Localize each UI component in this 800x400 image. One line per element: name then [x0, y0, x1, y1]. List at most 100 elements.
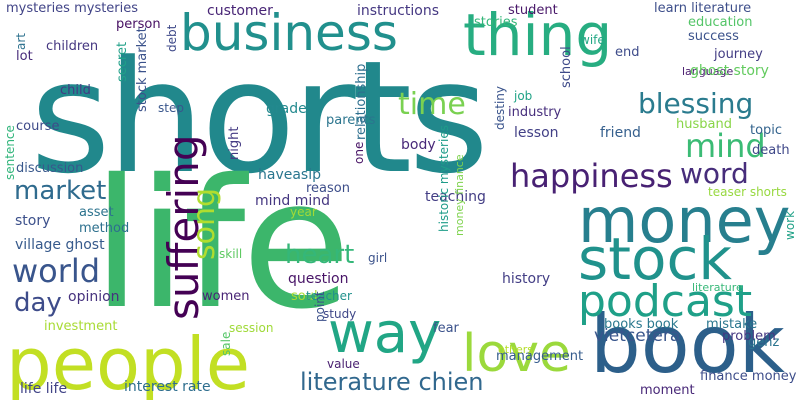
word-job: job: [514, 89, 533, 103]
word-grade: grade: [266, 101, 307, 117]
word-study: study: [323, 307, 357, 321]
word-fear: fear: [433, 321, 459, 336]
word-ghost-story: ghost story: [690, 63, 769, 79]
word-story: story: [15, 213, 51, 229]
word-teacher: teacher: [306, 289, 352, 303]
word-song: song: [187, 187, 222, 260]
word-skill: skill: [219, 247, 243, 261]
word-wife: wife: [580, 33, 605, 47]
word-person: person: [116, 17, 161, 32]
word-sentence: sentence: [3, 125, 17, 180]
word-day: day: [14, 288, 62, 318]
word-learn-literature: learn literature: [654, 1, 752, 16]
word-life: life: [92, 141, 351, 348]
word-reason: reason: [306, 181, 350, 196]
word-moment: moment: [640, 383, 695, 398]
word-way: way: [328, 301, 442, 366]
word-teaching: teaching: [425, 189, 486, 205]
word-women: women: [202, 289, 250, 304]
word-others: others: [498, 343, 534, 356]
word-girl: girl: [368, 251, 388, 265]
word-step: step: [158, 101, 184, 115]
word-lot: lot: [16, 49, 33, 64]
word-thing: thing: [463, 1, 613, 69]
word-journey: journey: [714, 47, 763, 62]
word-end: end: [615, 45, 640, 60]
word-market: market: [14, 176, 107, 206]
word-mind: mind: [685, 127, 766, 165]
word-value: value: [327, 357, 360, 371]
word-method: method: [79, 221, 130, 236]
word-topic: topic: [750, 123, 783, 138]
word-history: history: [502, 271, 551, 287]
word-success: success: [688, 29, 739, 44]
word-soul: soul: [291, 289, 318, 304]
word-mysteries-mysteries: mysteries mysteries: [6, 1, 139, 16]
word-happiness: happiness: [510, 157, 673, 195]
word-world: world: [12, 252, 101, 290]
word-blessing: blessing: [638, 87, 754, 120]
word-lesson: lesson: [514, 125, 559, 141]
word-customer: customer: [207, 3, 273, 19]
word-stories: stories: [474, 15, 518, 30]
word-children: children: [46, 39, 99, 54]
word-question: question: [288, 271, 349, 287]
word-vietcetera: vietcetera: [594, 326, 681, 346]
word-discussion: discussion: [16, 161, 84, 176]
word-books-book: books book: [604, 317, 679, 332]
word-friend: friend: [600, 125, 641, 141]
word-child: child: [60, 83, 91, 98]
word-night: night: [227, 126, 242, 160]
word-parents: parents: [326, 113, 376, 128]
word-instructions: instructions: [357, 3, 439, 19]
word-education: education: [688, 15, 753, 30]
word-village-ghost: village ghost: [15, 237, 105, 253]
word-relationship: relationship: [354, 63, 369, 140]
word-art: art: [14, 33, 28, 50]
word-literature-chien: literature chien: [300, 368, 484, 396]
word-teaser-shorts: teaser shorts: [708, 185, 787, 199]
word-destiny: destiny: [493, 86, 507, 130]
word-money: money: [578, 184, 791, 257]
word-business: business: [180, 4, 398, 62]
word-money-finance: money finance: [453, 154, 466, 236]
word-debt: debt: [165, 24, 179, 52]
word-heart: heart: [285, 240, 355, 270]
word-interest-rate: interest rate: [124, 379, 211, 395]
word-life-life: life life: [20, 381, 68, 397]
word-year: year: [290, 205, 317, 219]
word-word: word: [680, 157, 749, 190]
word-language: language: [682, 65, 734, 78]
word-time: time: [398, 87, 466, 122]
word-school: school: [559, 46, 574, 88]
word-sale: sale: [219, 331, 233, 356]
word-literature: literature: [692, 281, 743, 294]
word-genz: genz: [748, 335, 780, 350]
word-course: course: [16, 119, 60, 134]
word-management: management: [496, 349, 584, 364]
word-session: session: [229, 321, 274, 335]
word-secret: secret: [115, 41, 130, 82]
word-mistake: mistake: [706, 317, 758, 332]
word-problem: problem: [722, 329, 776, 344]
word-finance-money: finance money: [700, 369, 797, 384]
word-death: death: [752, 143, 790, 158]
word-stock: stock: [578, 225, 732, 293]
word-mind-mind: mind mind: [255, 193, 331, 209]
word-point: point: [313, 291, 327, 322]
word-book: book: [590, 298, 785, 391]
word-opinion: opinion: [68, 289, 120, 305]
word-one: one: [352, 141, 366, 164]
word-historic-mysteries: historic mysteries: [437, 125, 451, 232]
word-shorts: shorts: [30, 27, 489, 208]
word-student: student: [508, 3, 558, 18]
word-people: people: [6, 322, 251, 400]
word-love: love: [462, 324, 572, 384]
word-asset: asset: [79, 205, 114, 220]
word-stock-market: stock market: [135, 27, 150, 112]
word-body: body: [401, 137, 436, 153]
word-haveasip: haveasip: [258, 167, 321, 183]
word-podcast: podcast: [578, 276, 753, 327]
word-investment: investment: [44, 319, 118, 334]
